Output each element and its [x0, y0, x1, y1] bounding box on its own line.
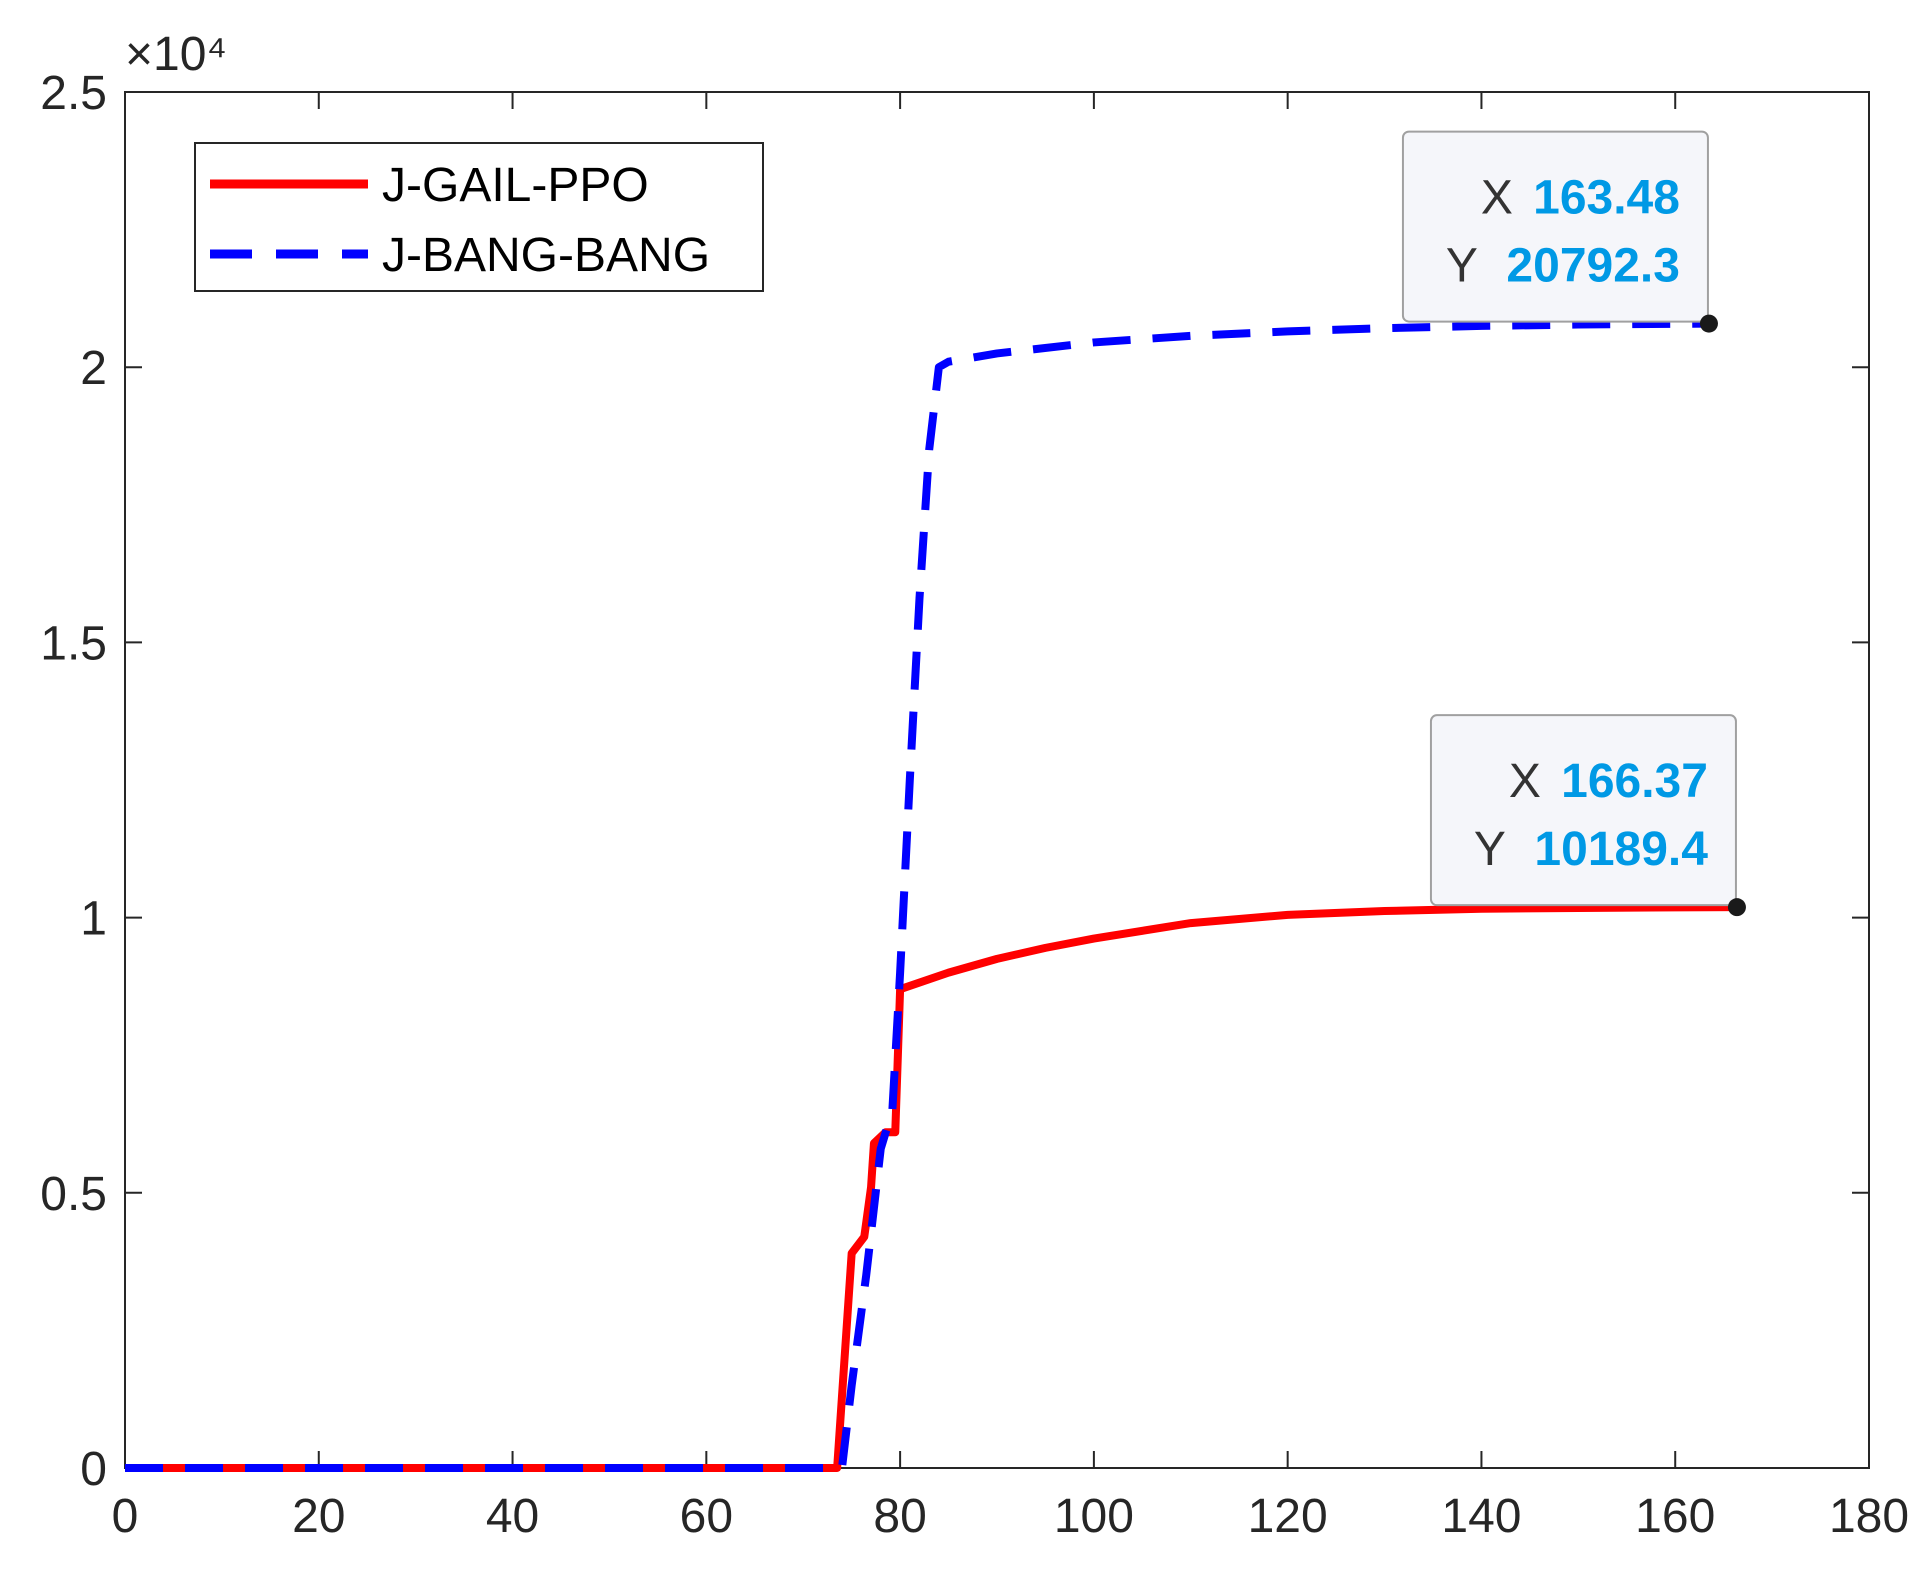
legend-label: J-BANG-BANG	[382, 229, 710, 282]
x-tick-label: 80	[873, 1490, 926, 1543]
x-tick-label: 60	[680, 1490, 733, 1543]
datatip-x-key: X	[1509, 755, 1541, 808]
x-tick-label: 120	[1248, 1490, 1328, 1543]
y-tick-label: 2	[80, 342, 107, 395]
x-tick-label: 160	[1635, 1490, 1715, 1543]
x-tick-label: 180	[1829, 1490, 1909, 1543]
datatip-marker	[1699, 314, 1718, 333]
y-tick-label: 0	[80, 1443, 107, 1496]
datatip-x-key: X	[1481, 172, 1513, 225]
legend: J-GAIL-PPO J-BANG-BANG	[194, 142, 764, 292]
x-tick-label: 40	[486, 1490, 539, 1543]
series-line-j-bang-bang	[125, 319, 1709, 1472]
legend-label: J-GAIL-PPO	[382, 159, 649, 212]
legend-box	[194, 142, 764, 292]
y-tick-label: 2.5	[40, 67, 107, 120]
datatip-y-value: 20792.3	[1506, 240, 1680, 293]
datatip-layer: X 163.48 Y 20792.3 X 166.37 Y 10189.4	[1401, 130, 1746, 917]
datatip-y-key: Y	[1446, 240, 1478, 293]
x-axis-tick-labels: 0 20 40 60 80 100 120 140 160 180	[112, 1490, 1909, 1543]
y-tick-label: 1.5	[40, 617, 107, 670]
y-axis-tick-labels: 0 0.5 1 1.5 2 2.5	[40, 67, 107, 1496]
y-tick-label: 1	[80, 893, 107, 946]
datatip-x-value: 166.37	[1561, 755, 1708, 808]
datatip-y-key: Y	[1474, 823, 1506, 876]
x-tick-label: 140	[1441, 1490, 1521, 1543]
x-tick-label: 100	[1054, 1490, 1134, 1543]
x-tick-label: 20	[292, 1490, 345, 1543]
series-line-j-gail-ppo	[125, 903, 1737, 1472]
datatip-box	[1429, 714, 1737, 907]
datatip-box	[1401, 130, 1709, 323]
x-tick-label: 0	[112, 1490, 139, 1543]
datatip-marker	[1727, 898, 1746, 917]
series-layer	[125, 319, 1737, 1472]
datatip-x-value: 163.48	[1533, 172, 1680, 225]
datatip-y-value: 10189.4	[1534, 823, 1708, 876]
y-axis-exponent-label: ×10⁴	[125, 28, 227, 81]
y-tick-label: 0.5	[40, 1168, 107, 1221]
